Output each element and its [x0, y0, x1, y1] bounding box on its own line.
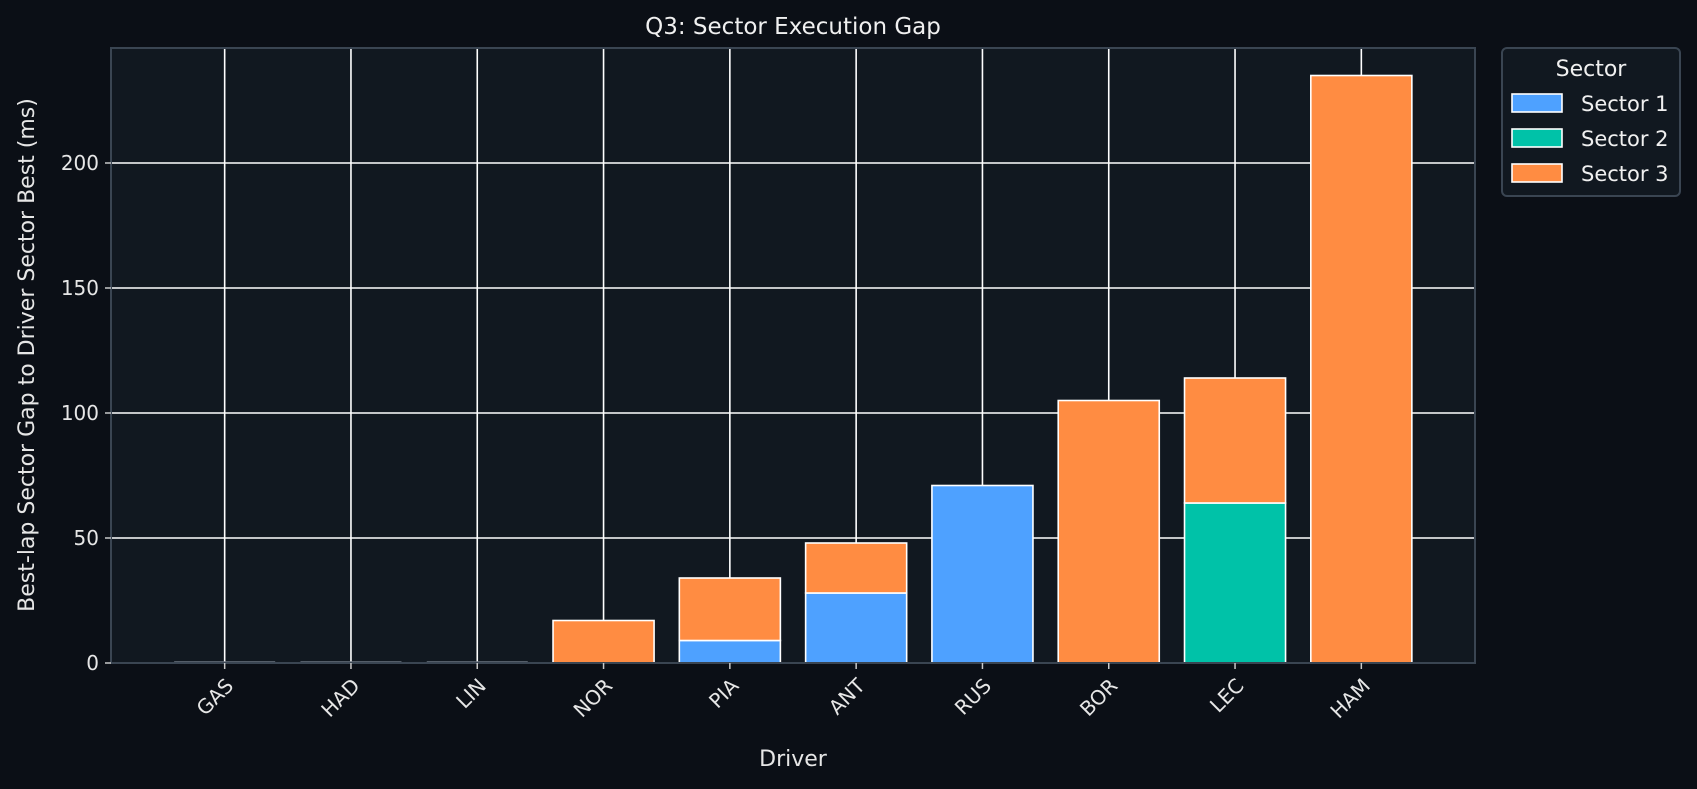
y-tick-label: 200 [61, 151, 99, 175]
legend-swatch [1511, 93, 1563, 113]
y-tick-label: 150 [61, 276, 99, 300]
legend-entry-label: Sector 1 [1581, 92, 1669, 116]
bar-ant-sector-3 [804, 542, 908, 594]
legend-swatch [1511, 163, 1563, 183]
y-tick-label: 100 [61, 401, 99, 425]
grid-lines [111, 48, 1475, 664]
bar-lec-sector-3 [1183, 377, 1287, 504]
y-tick-label: 0 [86, 651, 99, 675]
bar-nor-sector-3 [552, 619, 655, 664]
bar-ant-sector-1 [804, 592, 908, 664]
y-axis-label: Best-lap Sector Gap to Driver Sector Bes… [15, 98, 40, 612]
legend-title: Sector [1556, 57, 1628, 82]
legend: Sector Sector 1 Sector 2 Sector 3 [1501, 47, 1681, 197]
bar-lec-sector-2 [1183, 502, 1287, 664]
y-tick-label: 50 [74, 526, 99, 550]
y-axis-ticks: 0 50 100 150 200 [61, 151, 111, 675]
legend-box [1501, 47, 1681, 197]
legend-items: Sector 1 Sector 2 Sector 3 [1511, 92, 1669, 186]
plot-frame [110, 47, 1476, 664]
legend-swatch [1511, 128, 1563, 148]
x-axis-label: Driver [759, 747, 828, 772]
legend-entry-label: Sector 2 [1581, 127, 1669, 151]
bar-rus-sector-1 [931, 484, 1034, 664]
bar-ham-sector-3 [1310, 74, 1413, 664]
bar-pia-sector-1 [678, 639, 782, 664]
bar-bor-sector-3 [1057, 399, 1161, 664]
bar-pia-sector-3 [678, 577, 782, 642]
chart-title: Q3: Sector Execution Gap [645, 14, 941, 40]
legend-entry-label: Sector 3 [1581, 162, 1669, 186]
